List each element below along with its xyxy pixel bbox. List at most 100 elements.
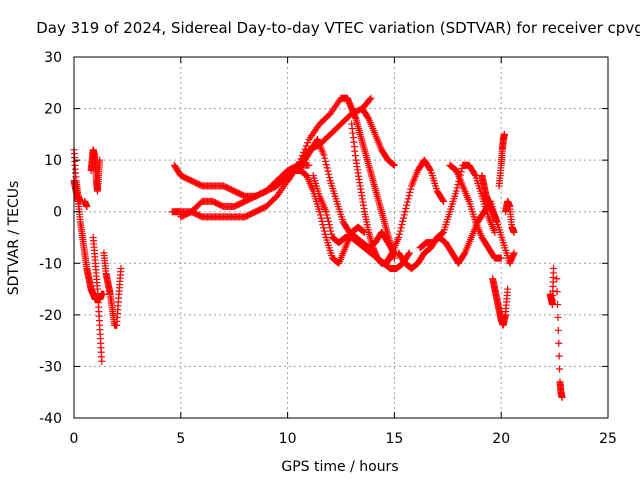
data-point [320,227,328,235]
data-point [554,313,562,321]
y-tick-label: 20 [44,102,62,118]
series-arc-b [70,146,84,205]
data-point [324,217,332,225]
data-point [550,264,558,272]
data-point [390,161,398,169]
data-point [328,230,336,238]
y-tick-label: -10 [39,256,62,272]
data-points [70,94,566,401]
data-point [401,208,409,216]
data-point [325,170,333,178]
data-point [366,96,374,104]
data-point [390,161,398,169]
data-point [98,357,106,365]
data-point [404,195,412,203]
data-point [510,249,518,257]
series-arc-y [553,275,566,401]
data-point [319,221,327,229]
x-tick-label: 20 [492,431,510,447]
series-arc-t [478,172,501,226]
x-tick-label: 0 [70,431,79,447]
data-point [396,227,404,235]
data-point [359,227,367,235]
data-point [405,192,413,200]
series-arc-w [501,197,518,236]
y-tick-label: -20 [39,308,62,324]
data-point [471,170,479,178]
data-point [402,204,410,212]
data-point [387,250,395,258]
series-arc-m [343,94,398,262]
data-point [500,130,508,138]
x-axis-label: GPS time / hours [281,459,398,475]
data-point [452,187,460,195]
x-tick-label: 25 [599,431,617,447]
data-point [318,217,326,225]
data-point [405,249,413,257]
data-point [400,211,408,219]
x-tick-label: 5 [176,431,185,447]
data-point [554,301,562,309]
data-point [497,254,505,262]
data-point [558,393,566,401]
series-arc-o [358,105,398,169]
data-point [407,185,415,193]
series-arc-v [495,130,508,190]
y-tick-label: -40 [39,411,62,427]
data-point [304,139,312,147]
data-point [395,230,403,238]
data-point [554,326,562,334]
data-point [440,197,448,205]
data-point [322,157,330,165]
data-point [324,167,332,175]
series-arc-s [446,161,505,262]
y-tick-label: -30 [39,359,62,375]
data-point [325,221,333,229]
data-point [493,218,501,226]
data-point [426,165,434,173]
data-point [453,184,461,192]
data-point [302,142,310,150]
data-point [324,214,332,222]
data-point [555,352,563,360]
data-point [323,211,331,219]
series-arc-f [81,197,91,211]
data-point [367,94,375,102]
data-point [326,224,334,232]
data-point [326,174,334,182]
data-point [322,161,330,169]
data-point [327,227,335,235]
data-point [317,214,325,222]
data-point [305,161,313,169]
series-arc-d [89,234,106,365]
data-point [389,160,397,168]
y-axis-label: SDTVAR / TECUs [6,181,22,296]
series-arc-x [546,264,558,309]
series-arc-p [382,156,448,267]
data-point [406,188,414,196]
series-arc-c [87,146,104,195]
plot-frame [73,56,609,419]
series-arc-j [284,166,368,267]
data-point [510,228,518,236]
y-tick-label: 0 [53,205,62,221]
data-point [403,198,411,206]
data-point [555,339,563,347]
data-point [553,288,561,296]
y-tick-label: 10 [44,153,62,169]
data-point [321,230,329,238]
data-point [405,250,413,258]
data-point [316,211,324,219]
x-tick-label: 15 [385,431,403,447]
data-point [320,224,328,232]
data-point [439,229,447,237]
data-point [553,275,561,283]
chart-title: Day 319 of 2024, Sidereal Day-to-day VTE… [36,19,640,37]
data-point [321,154,329,162]
data-point [364,114,372,122]
axis-ticks: 0 5 10 15 20 25 -40 -30 -20 -10 0 10 20 30 [39,50,617,447]
data-point [399,217,407,225]
series-arc-r [416,197,518,267]
data-point [83,203,91,211]
